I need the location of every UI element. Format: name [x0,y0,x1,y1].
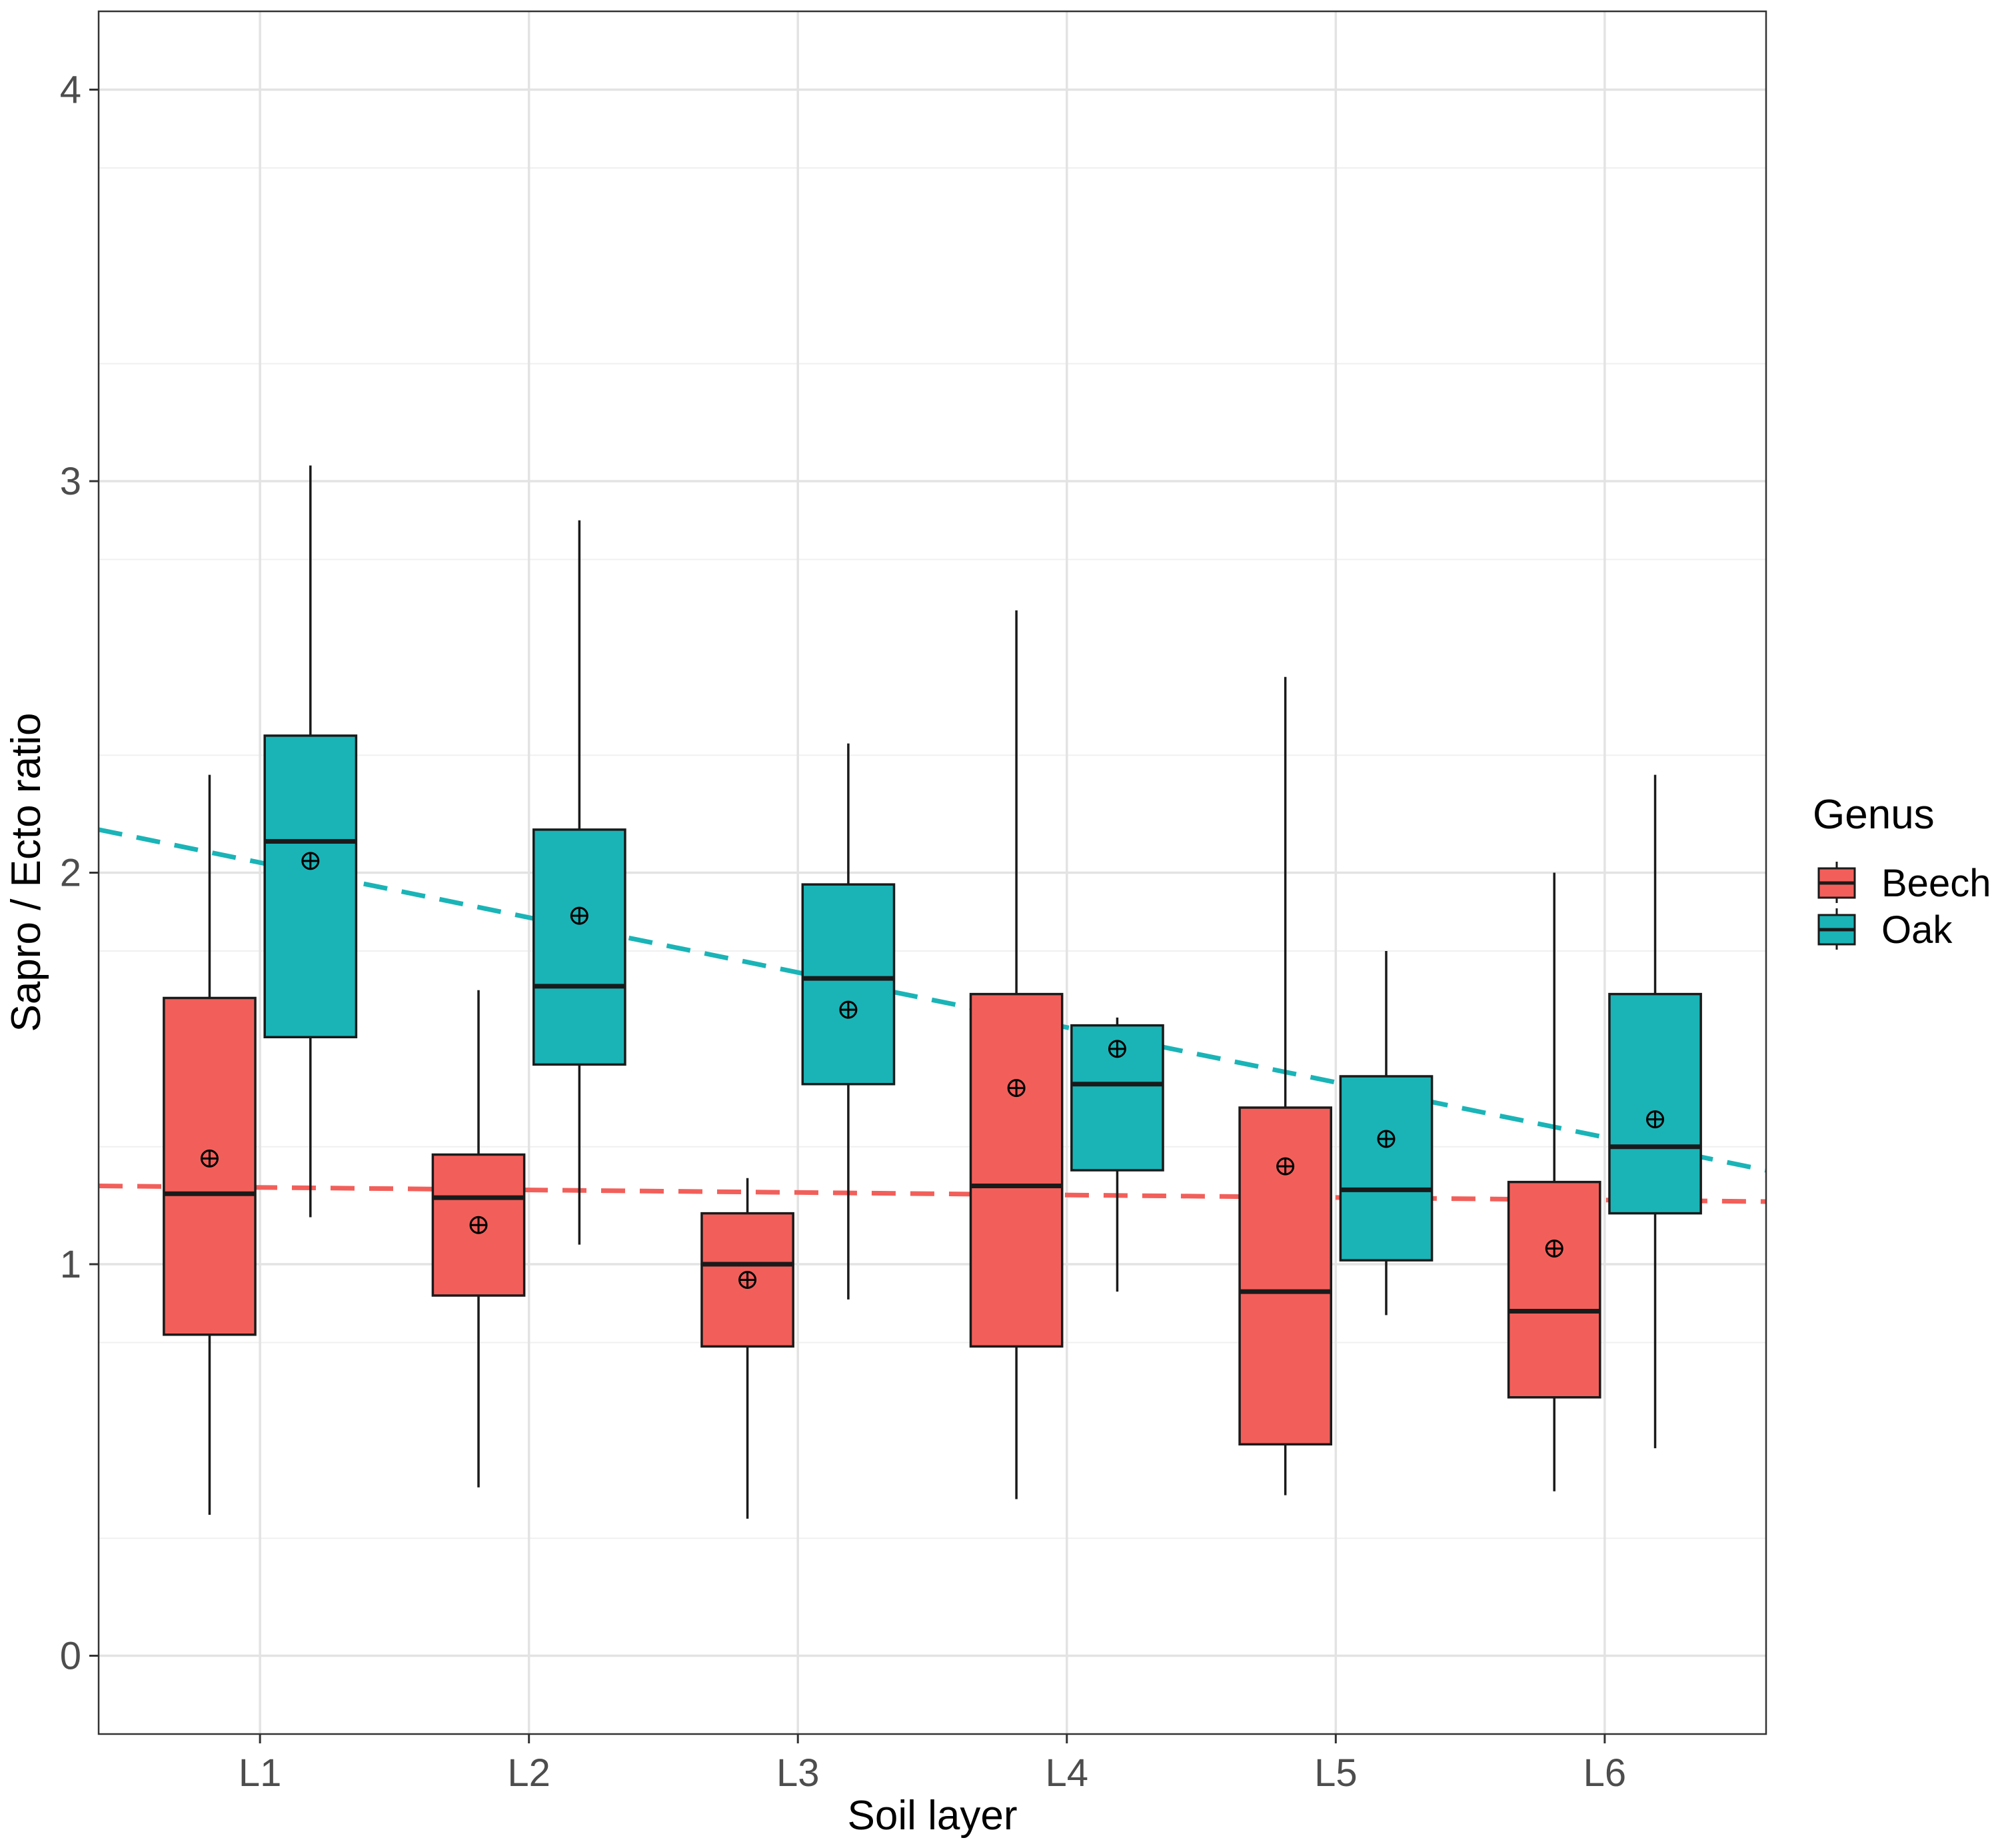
y-axis-title: Sapro / Ecto ratio [3,712,49,1032]
box-body [532,828,626,1066]
x-tick-label-l2: L2 [507,1751,550,1795]
box-body [801,883,896,1086]
box-oak-l1 [263,465,358,1218]
box-oak-l5 [1339,951,1434,1316]
trend-line-oak [98,827,1767,1173]
y-tick-label: 4 [60,69,81,112]
y-tick-label: 3 [60,460,81,503]
boxplots [163,465,1702,1519]
x-tick-label-l1: L1 [239,1751,282,1795]
box-oak-l3 [801,743,896,1300]
y-tick-label: 1 [60,1243,81,1286]
axes: 0 1 2 3 4 L1 L2 L3 L4 L5 L6 [60,69,1626,1795]
trend-lines [98,827,1767,1204]
box-oak-l6 [1608,774,1702,1449]
x-tick-label-l5: L5 [1314,1751,1358,1795]
legend-item-oak: Oak [1817,908,1953,952]
box-body [1608,992,1702,1215]
trend-line-beech [98,1184,1767,1204]
legend-label-oak: Oak [1881,908,1953,952]
y-tick-label: 2 [60,852,81,895]
box-body [1339,1075,1434,1262]
box-beech-l4 [969,610,1064,1499]
box-oak-l4 [1070,1017,1164,1292]
y-tick-label: 0 [60,1635,81,1678]
box-beech-l1 [163,774,257,1515]
box-beech-l3 [700,1178,794,1519]
box-body [263,734,358,1038]
legend-label-beech: Beech [1881,862,1991,905]
legend-item-beech: Beech [1817,862,1991,905]
box-body [1507,1180,1601,1399]
box-body [969,992,1064,1348]
box-beech-l2 [431,990,526,1487]
grid [99,11,1766,1734]
box-oak-l2 [532,520,626,1245]
legend-title: Genus [1813,792,1935,838]
x-tick-label-l6: L6 [1583,1751,1627,1795]
box-beech-l5 [1238,676,1333,1495]
x-tick-label-l3: L3 [776,1751,820,1795]
box-beech-l6 [1507,872,1601,1491]
x-axis-title: Soil layer [848,1793,1018,1839]
x-tick-label-l4: L4 [1046,1751,1089,1795]
